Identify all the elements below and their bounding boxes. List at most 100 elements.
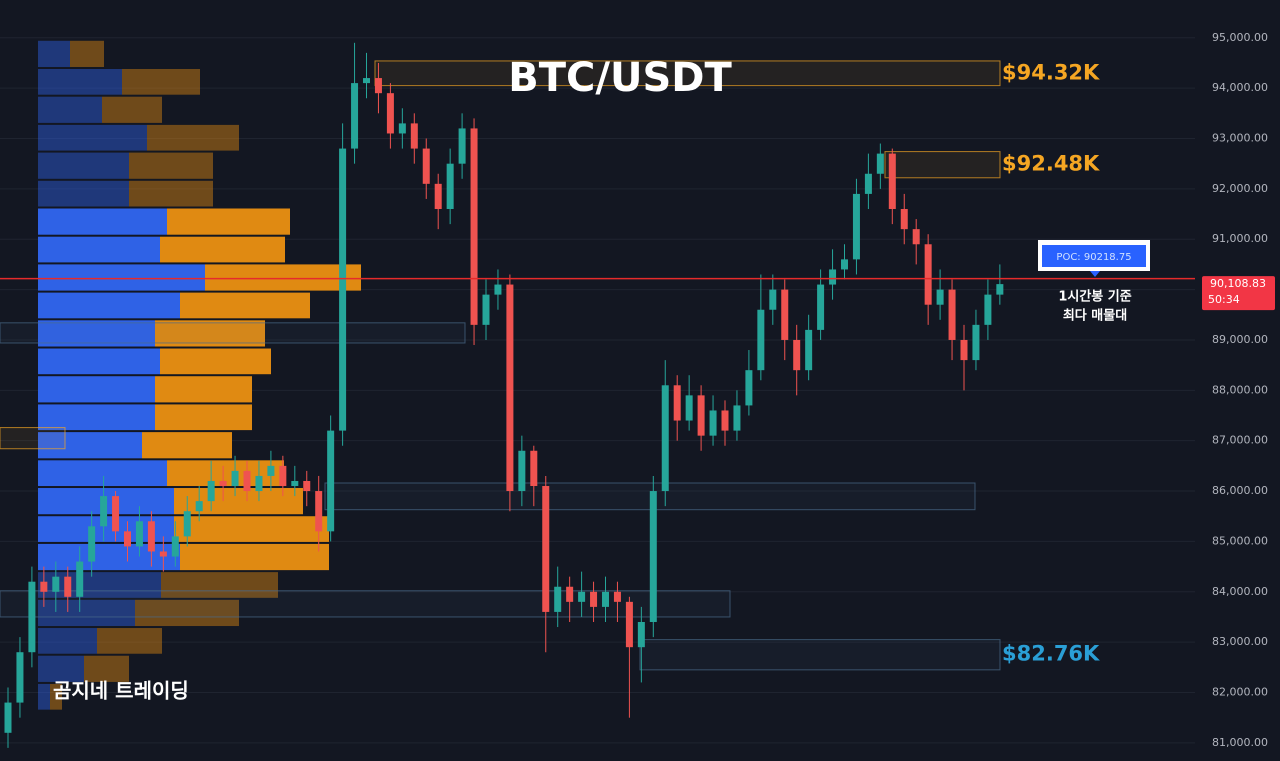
profile-buy [38, 68, 122, 95]
candle-body [482, 294, 490, 325]
candle-body [494, 284, 502, 295]
candle-body [637, 621, 645, 648]
candle-body [363, 78, 370, 84]
candle-body [852, 193, 860, 260]
candle-body [374, 78, 382, 94]
profile-buy [38, 236, 160, 263]
candle-body [315, 491, 323, 532]
candle-body [410, 123, 418, 149]
candle-body [888, 153, 896, 210]
candle-body [52, 576, 60, 592]
candle-body [745, 370, 753, 406]
candle-body [829, 269, 837, 285]
profile-sell [205, 264, 361, 291]
candle-body [709, 410, 717, 436]
profile-buy [38, 96, 102, 123]
candle-body [88, 526, 96, 562]
profile-sell [155, 376, 252, 403]
candle-body [554, 586, 562, 612]
candle-body [781, 289, 789, 340]
profile-sell [155, 404, 252, 431]
last-price-tag [1202, 276, 1275, 311]
candle-body [948, 289, 956, 340]
profile-sell [135, 599, 239, 627]
candle-body [602, 591, 609, 607]
y-tick-label: 95,000.00 [1212, 31, 1268, 44]
candle-body [4, 702, 12, 733]
candle-body [231, 470, 239, 487]
profile-sell [50, 683, 62, 710]
candle-body [279, 465, 287, 487]
candle-body [697, 395, 705, 436]
candle-body [28, 581, 36, 653]
y-tick-label: 85,000.00 [1212, 534, 1268, 547]
candle-body [171, 536, 179, 557]
y-tick-label: 91,000.00 [1212, 232, 1268, 245]
y-tick-label: 81,000.00 [1212, 736, 1268, 749]
candle-body [339, 148, 347, 431]
candle-body [625, 601, 633, 648]
y-tick-label: 83,000.00 [1212, 635, 1268, 648]
candle-body [805, 329, 813, 371]
candle-body [195, 501, 203, 512]
candle-body [673, 385, 681, 421]
watermark: 곰지네 트레이딩 [53, 679, 189, 703]
candle-body [518, 450, 526, 492]
candle-body [876, 153, 884, 174]
profile-buy [38, 460, 167, 487]
profile-sell [129, 152, 213, 179]
zone [884, 151, 1001, 179]
profile-sell [102, 96, 162, 123]
profile-buy [38, 264, 205, 291]
poc-box [1042, 245, 1146, 267]
profile-sell [161, 572, 278, 598]
candle-body [124, 531, 131, 547]
candle-body [972, 324, 980, 361]
candle-body [960, 339, 968, 361]
y-tick-label: 94,000.00 [1212, 81, 1268, 94]
profile-sell [167, 208, 290, 235]
candle-body [530, 450, 538, 487]
candle-body [446, 163, 454, 210]
profile-sell [160, 236, 285, 263]
candle-body [793, 339, 801, 371]
y-tick-label: 93,000.00 [1212, 132, 1268, 145]
profile-buy [38, 40, 70, 67]
candle-body [721, 410, 729, 431]
profile-sell [147, 124, 239, 151]
candle-body [613, 591, 621, 602]
candle-body [219, 480, 227, 487]
candle-body [470, 128, 478, 325]
candle-body [817, 284, 825, 330]
candle-body [864, 173, 872, 194]
candle-body [422, 148, 430, 184]
zone [0, 427, 66, 450]
candle-body [255, 475, 263, 492]
profile-buy [38, 683, 50, 710]
candle-body [112, 496, 120, 532]
candle-body [996, 284, 1004, 295]
profile-sell [160, 348, 271, 375]
candle-body [159, 551, 167, 557]
chart-title: BTC/USDT [508, 55, 732, 101]
zone [639, 639, 1001, 671]
candle-body [757, 309, 765, 371]
profile-sell [180, 543, 329, 571]
profile-sell [142, 432, 232, 459]
profile-buy [38, 599, 135, 627]
profile-sell [174, 516, 329, 542]
profile-sell [180, 292, 310, 319]
candle-body [936, 289, 944, 305]
candle-body [64, 576, 72, 597]
candle-body [649, 491, 657, 622]
profile-buy [38, 292, 180, 319]
candle-body [661, 385, 669, 492]
last-price-label: 90,108.83 [1210, 277, 1266, 290]
candle-body [578, 591, 586, 602]
candle-body [147, 521, 155, 552]
zone-label: $82.76K [1002, 642, 1100, 666]
note-line: 1시간봉 기준 [1058, 289, 1131, 305]
candle-body [841, 259, 848, 270]
candle-body [912, 229, 920, 245]
